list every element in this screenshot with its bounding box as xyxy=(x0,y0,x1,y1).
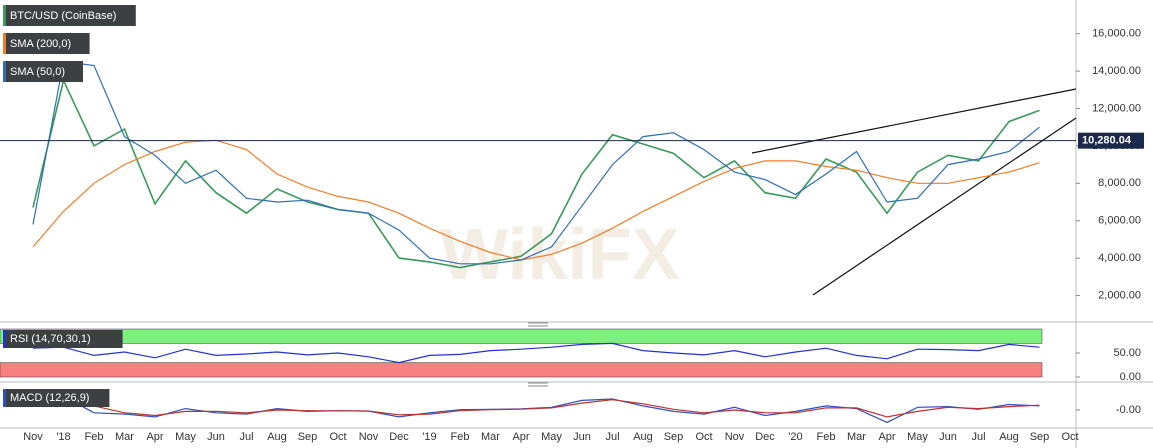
x-tick-label: Nov xyxy=(23,431,43,443)
rsi-band xyxy=(0,362,1043,378)
x-tick-label: May xyxy=(541,431,562,443)
legend-swatch xyxy=(3,61,6,82)
y-tick-label: 50.00 xyxy=(1113,347,1141,359)
x-tick-label: Apr xyxy=(512,431,529,443)
x-tick-label: Jul xyxy=(605,431,619,443)
legend-entry[interactable]: BTC/USD (CoinBase) xyxy=(3,5,136,26)
x-tick-label: Jul xyxy=(239,431,253,443)
x-tick-label: Oct xyxy=(1061,431,1078,443)
x-tick-label: Dec xyxy=(755,431,775,443)
legend-entry[interactable]: SMA (50,0) xyxy=(3,61,83,82)
x-tick-label: Jul xyxy=(971,431,985,443)
y-tick-label: 4,000.00 xyxy=(1098,252,1141,264)
x-tick-label: Jun xyxy=(207,431,225,443)
x-tick-label: Sep xyxy=(1030,431,1050,443)
x-tick-label: Mar xyxy=(847,431,866,443)
indicator-swatch xyxy=(3,389,6,407)
series-line xyxy=(32,61,1040,265)
x-tick-label: Feb xyxy=(85,431,104,443)
y-tick-label: 16,000.00 xyxy=(1092,28,1141,40)
x-tick-label: '19 xyxy=(422,431,436,443)
x-tick-label: May xyxy=(907,431,928,443)
y-tick-label: 12,000.00 xyxy=(1092,102,1141,114)
x-tick-label: Nov xyxy=(725,431,745,443)
y-tick-label: 14,000.00 xyxy=(1092,65,1141,77)
last-price-box xyxy=(1078,132,1144,149)
x-tick-label: Aug xyxy=(267,431,287,443)
legend-label: SMA (200,0) xyxy=(10,38,71,50)
x-tick-label: '18 xyxy=(56,431,70,443)
x-tick-label: Sep xyxy=(664,431,684,443)
y-tick-label: 8,000.00 xyxy=(1098,177,1141,189)
series-line xyxy=(32,342,1040,364)
trend-line xyxy=(751,88,1077,296)
x-tick-label: Jun xyxy=(939,431,957,443)
x-tick-label: Oct xyxy=(329,431,346,443)
indicator-title: RSI (14,70,30,1) xyxy=(10,333,91,345)
x-tick-label: May xyxy=(175,431,196,443)
x-tick-label: Oct xyxy=(695,431,712,443)
legend-swatch xyxy=(3,5,6,26)
legend-box xyxy=(3,33,90,54)
indicator-box xyxy=(3,330,123,348)
series-line xyxy=(32,398,1040,418)
legend-label: SMA (50,0) xyxy=(10,66,65,78)
legend-box xyxy=(3,5,136,26)
last-price-label: 10,280.04 xyxy=(1082,135,1132,147)
x-tick-label: Mar xyxy=(115,431,134,443)
x-tick-label: Feb xyxy=(817,431,836,443)
y-tick-label: 6,000.00 xyxy=(1098,215,1141,227)
x-tick-label: Nov xyxy=(359,431,379,443)
legend-box xyxy=(3,61,83,82)
legend-entry[interactable]: SMA (200,0) xyxy=(3,33,90,54)
indicator-box xyxy=(3,389,110,407)
x-tick-label: '20 xyxy=(788,431,802,443)
x-tick-label: Jun xyxy=(573,431,591,443)
x-tick-label: Mar xyxy=(481,431,500,443)
resize-handle[interactable] xyxy=(528,322,548,387)
x-tick-label: Apr xyxy=(878,431,895,443)
x-tick-label: Sep xyxy=(298,431,318,443)
y-tick-label: 0.00 xyxy=(1120,371,1141,383)
x-tick-label: Aug xyxy=(999,431,1019,443)
series-line xyxy=(32,395,1040,424)
legend-swatch xyxy=(3,33,6,54)
legend-label: BTC/USD (CoinBase) xyxy=(10,10,116,22)
x-tick-label: Feb xyxy=(451,431,470,443)
indicator-swatch xyxy=(3,330,6,348)
y-tick-label: -0.00 xyxy=(1116,404,1141,416)
x-tick-label: Aug xyxy=(633,431,653,443)
series-line xyxy=(32,139,1040,261)
rsi-band xyxy=(0,328,1043,344)
watermark: WikiFX xyxy=(440,215,679,295)
indicator-title: MACD (12,26,9) xyxy=(10,392,89,404)
x-tick-label: Apr xyxy=(146,431,163,443)
y-tick-label: 2,000.00 xyxy=(1098,289,1141,301)
x-tick-label: Dec xyxy=(389,431,409,443)
